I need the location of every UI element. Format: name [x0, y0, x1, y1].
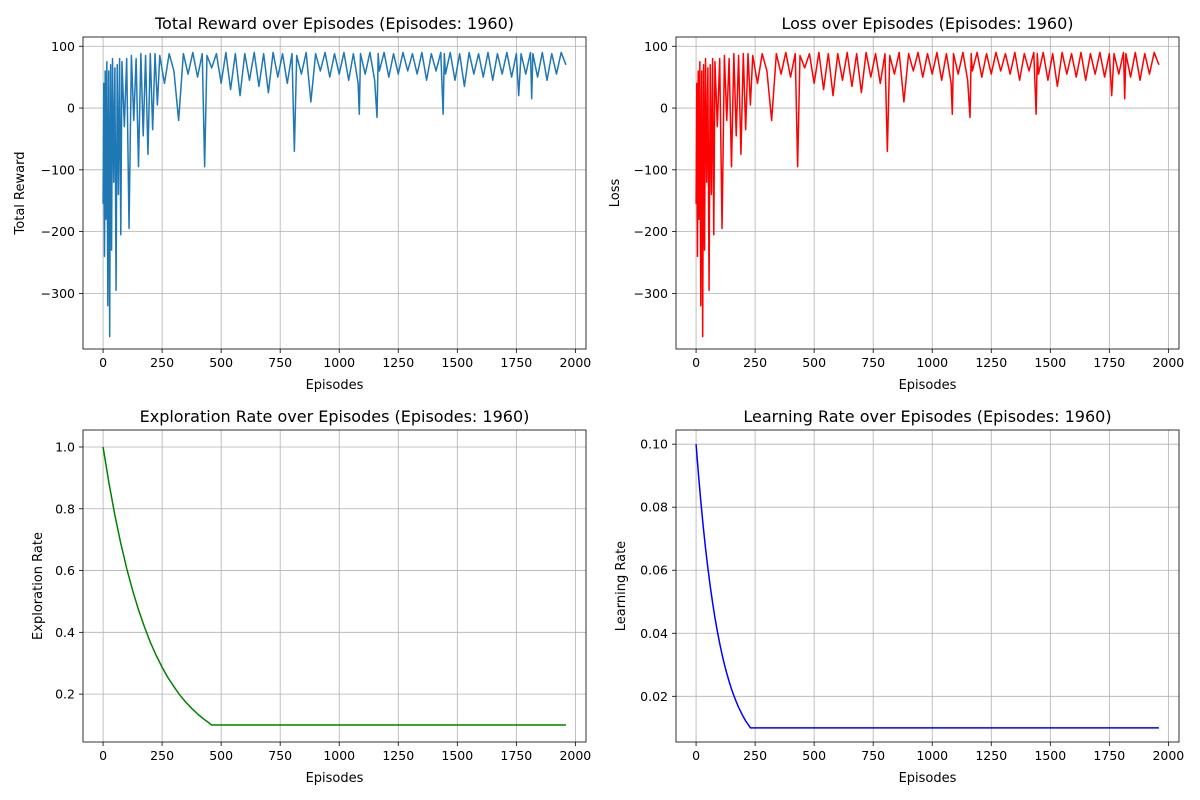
x-tick-label: 2000: [559, 748, 591, 763]
y-tick-label: 0.2: [55, 687, 75, 702]
y-tick-label: −100: [634, 162, 668, 177]
x-tick-label: 1500: [441, 748, 473, 763]
x-tick-label: 750: [861, 748, 885, 763]
axes-frame: [82, 429, 587, 743]
series-line: [695, 51, 1160, 338]
y-tick-label: 1.0: [55, 439, 75, 454]
x-axis-label: Episodes: [306, 771, 364, 786]
x-tick-label: 0: [692, 748, 700, 763]
x-tick-label: 500: [209, 748, 233, 763]
series-line: [695, 444, 1159, 729]
x-tick-label: 2000: [1152, 355, 1184, 370]
y-tick-label: 0.04: [640, 626, 668, 641]
x-axis-label: Episodes: [899, 378, 957, 393]
y-tick-label: 0.6: [55, 563, 75, 578]
subplot-exploration-rate: 0 250 500 750 1000 1250 1500 1750 2000 0.2 0.4 0.6 0…: [31, 407, 591, 786]
x-tick-label: 1500: [1034, 748, 1066, 763]
x-tick-label: 1000: [916, 748, 948, 763]
x-tick-label: 250: [743, 748, 767, 763]
y-tick-label: 0: [67, 101, 75, 116]
x-tick-label: 1000: [323, 355, 355, 370]
x-tick-label: 250: [150, 355, 174, 370]
y-tick-label: −300: [634, 286, 668, 301]
subplot-total-reward: 0 250 500 750 1000 1250 1500 1750 2000−300−200−1…: [13, 14, 591, 393]
y-tick-label: 0.10: [640, 437, 668, 452]
subplot-learning-rate: 0 250 500 750 1000 1250 1500 1750 2000 0.02 0.04 0.…: [614, 407, 1184, 786]
x-tick-label: 1500: [441, 355, 473, 370]
y-tick-label: −100: [41, 162, 75, 177]
x-axis-label: Episodes: [306, 378, 364, 393]
x-tick-label: 500: [802, 748, 826, 763]
y-axis-label: Exploration Rate: [31, 532, 46, 640]
x-tick-label: 1000: [916, 355, 948, 370]
x-tick-label: 1750: [1093, 355, 1125, 370]
y-tick-label: −300: [41, 286, 75, 301]
chart-title: Exploration Rate over Episodes (Episodes…: [140, 407, 530, 426]
x-tick-label: 2000: [559, 355, 591, 370]
x-tick-label: 250: [743, 355, 767, 370]
y-tick-label: 100: [51, 39, 75, 54]
x-tick-label: 750: [268, 748, 292, 763]
x-tick-label: 1250: [382, 355, 414, 370]
x-tick-label: 0: [99, 355, 107, 370]
y-tick-label: −200: [41, 224, 75, 239]
series-line: [102, 51, 567, 338]
x-tick-label: 1000: [323, 748, 355, 763]
x-tick-label: 1250: [975, 355, 1007, 370]
x-tick-label: 0: [99, 748, 107, 763]
x-tick-label: 1750: [1093, 748, 1125, 763]
x-tick-label: 750: [268, 355, 292, 370]
y-tick-label: 0: [660, 101, 668, 116]
x-tick-label: 1250: [382, 748, 414, 763]
axes-frame: [675, 36, 1180, 350]
x-tick-label: 1750: [500, 748, 532, 763]
y-axis-label: Loss: [608, 179, 623, 208]
y-tick-label: −200: [634, 224, 668, 239]
y-tick-label: 0.08: [640, 500, 668, 515]
x-tick-label: 750: [861, 355, 885, 370]
axes-frame: [675, 429, 1180, 743]
y-tick-label: 0.8: [55, 501, 75, 516]
x-tick-label: 1250: [975, 748, 1007, 763]
x-tick-label: 1500: [1034, 355, 1066, 370]
y-axis-label: Total Reward: [13, 152, 28, 236]
chart-title: Total Reward over Episodes (Episodes: 19…: [154, 14, 514, 33]
y-tick-label: 0.02: [640, 689, 668, 704]
axes-frame: [82, 36, 587, 350]
chart-title: Loss over Episodes (Episodes: 1960): [781, 14, 1073, 33]
x-tick-label: 250: [150, 748, 174, 763]
x-tick-label: 500: [209, 355, 233, 370]
series-line: [102, 446, 566, 726]
x-tick-label: 0: [692, 355, 700, 370]
subplot-loss: 0 250 500 750 1000 1250 1500 1750 2000−300−200−1…: [608, 14, 1184, 393]
y-tick-label: 0.4: [55, 625, 75, 640]
x-tick-label: 1750: [500, 355, 532, 370]
y-tick-label: 0.06: [640, 563, 668, 578]
x-tick-label: 500: [802, 355, 826, 370]
y-axis-label: Learning Rate: [614, 541, 629, 631]
x-axis-label: Episodes: [899, 771, 957, 786]
chart-title: Learning Rate over Episodes (Episodes: 1…: [743, 407, 1111, 426]
y-tick-label: 100: [644, 39, 668, 54]
x-tick-label: 2000: [1152, 748, 1184, 763]
